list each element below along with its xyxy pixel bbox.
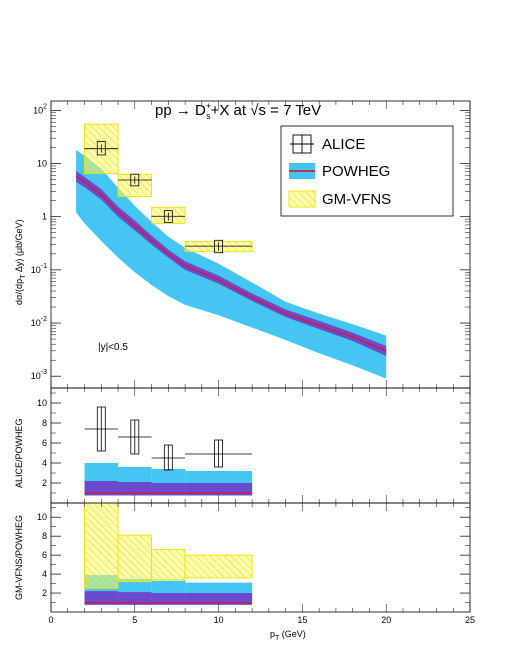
- ratio-alice-point-2-syst: [163, 444, 173, 471]
- ratio-y-tick-label: 10: [37, 512, 47, 522]
- ratio-gmvfns-hatch-3: [184, 554, 253, 579]
- alice-point-2-syst: [163, 210, 173, 223]
- legend-label-powheg: POWHEG: [322, 163, 390, 180]
- alice-point-3-syst: [214, 239, 224, 254]
- legend-label-gmvfns: GM-VFNS: [322, 191, 391, 208]
- y-axis-label-mid: ALICE/POWHEG: [14, 418, 24, 488]
- y-axis-label-top: dσ/(dpT Δy) (μb/GeV): [14, 219, 27, 305]
- powheg-central-line: [75, 175, 387, 352]
- ratio-alice-point-3-syst: [214, 439, 224, 468]
- x-tick-label-4: 20: [381, 615, 391, 625]
- ratio-y-tick-label: 10: [37, 398, 47, 408]
- ratio-gmvfns-panel: 2 4 6 8 10 0 5 10 15 20 25: [37, 502, 475, 625]
- legend: ALICE POWHEG GM-VFNS: [280, 125, 454, 217]
- ratio-inner-band-3: [185, 593, 253, 605]
- alice-point-0-syst: [96, 141, 106, 156]
- ratio-y-tick-label: 6: [42, 438, 47, 448]
- x-tick-label-5: 25: [465, 615, 475, 625]
- y-tick-label-0: 10-3: [31, 369, 47, 381]
- ratio-alice-point-0-syst: [96, 406, 106, 452]
- ratio-y-tick-label: 4: [42, 569, 47, 579]
- ratio-y-tick-label: 8: [42, 531, 47, 541]
- ratio-y-tick-label: 2: [42, 588, 47, 598]
- ratio-alice-panel: 2 4 6 8 10: [37, 387, 471, 504]
- ratio-inner-band-0: [84, 591, 119, 605]
- y-axis-label-bot: GM-VFNS/POWHEG: [14, 515, 24, 600]
- ratio-inner-band-1: [118, 592, 152, 605]
- x-tick-label-0: 0: [48, 615, 53, 625]
- rapidity-annotation: |y|<0.5: [98, 342, 128, 353]
- y-tick-label-3: 1: [42, 212, 47, 222]
- ratio-inner-band-0: [84, 481, 119, 496]
- legend-gmvfns-hatch: [288, 190, 316, 208]
- x-tick-label-1: 5: [132, 615, 137, 625]
- ratio-gmvfns-hatch-1: [117, 534, 153, 583]
- ratio-inner-band-2: [151, 593, 186, 605]
- y-tick-label-1: 10-2: [31, 316, 47, 328]
- x-tick-label-2: 10: [214, 615, 224, 625]
- ratio-gmvfns-hatch-2: [151, 548, 186, 581]
- y-tick-label-5: 102: [33, 103, 47, 115]
- top-panel: 10-3 10-2 10-1 1 10 102: [31, 100, 471, 389]
- alice-point-1-syst: [130, 173, 140, 187]
- ratio-y-tick-label: 4: [42, 458, 47, 468]
- legend-label-alice: ALICE: [322, 136, 365, 153]
- y-tick-label-2: 10-1: [31, 263, 47, 275]
- chart-title: pp → D+ s+X at √s = 7 TeV: [155, 101, 321, 121]
- x-axis-label: pT (GeV): [270, 629, 306, 642]
- bot-panel-frame: [50, 502, 471, 613]
- ratio-inner-band-1: [118, 482, 152, 496]
- ratio-y-tick-label: 6: [42, 550, 47, 560]
- x-tick-label-3: 15: [297, 615, 307, 625]
- y-tick-label-4: 10: [37, 159, 47, 169]
- ratio-y-tick-label: 2: [42, 478, 47, 488]
- ratio-alice-point-1-syst: [130, 419, 140, 455]
- ratio-gmvfns-hatch-0: [84, 502, 119, 589]
- ratio-y-tick-label: 8: [42, 418, 47, 428]
